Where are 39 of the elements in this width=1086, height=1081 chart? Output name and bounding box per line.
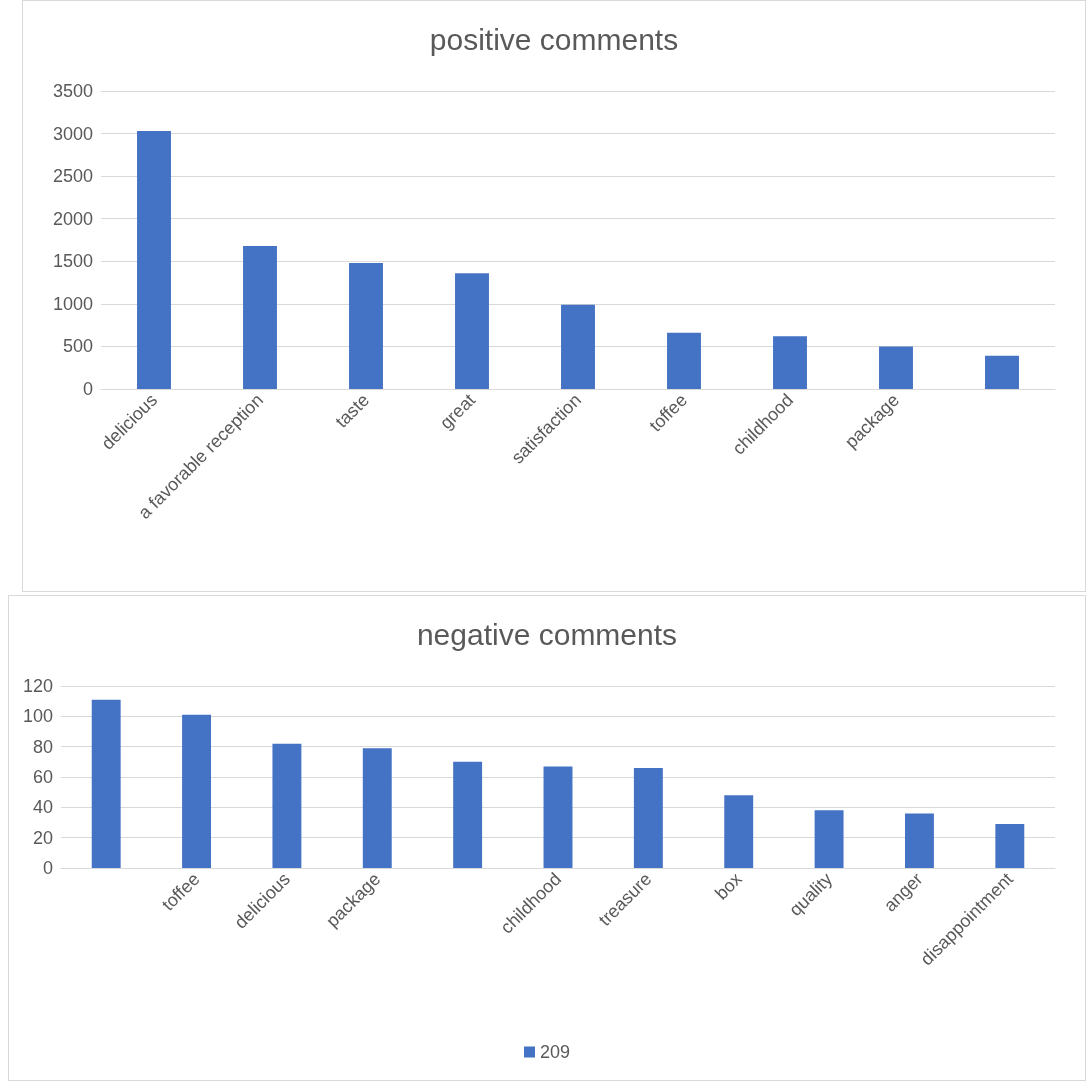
y-tick-label: 0 <box>82 379 93 399</box>
y-tick-label: 1500 <box>52 251 93 272</box>
bar <box>91 699 121 868</box>
x-tick-label: box <box>711 868 746 904</box>
bar <box>362 748 392 868</box>
y-tick-label: 100 <box>22 706 53 727</box>
bar <box>272 743 302 868</box>
chart-title: positive comments <box>429 22 679 56</box>
bar <box>773 336 807 389</box>
y-tick-label: 40 <box>32 797 53 818</box>
y-tick-label: 60 <box>32 767 53 787</box>
bar <box>455 273 489 389</box>
bar <box>349 262 383 389</box>
bar <box>633 767 663 868</box>
y-tick-label: 2000 <box>52 208 93 229</box>
bar <box>724 795 754 868</box>
y-tick-label: 0 <box>42 858 53 878</box>
bar <box>561 304 595 389</box>
y-tick-label: 2500 <box>52 166 93 187</box>
y-tick-label: 3500 <box>52 81 93 101</box>
bar <box>985 355 1019 389</box>
bar <box>243 245 277 389</box>
bar <box>182 714 211 868</box>
bar <box>667 332 701 389</box>
bar <box>995 824 1025 868</box>
y-tick-label: 80 <box>32 736 53 757</box>
y-tick-label: 20 <box>32 827 53 848</box>
legend-label: 209 <box>539 1042 571 1062</box>
y-tick-label: 3000 <box>52 123 93 144</box>
y-tick-label: 500 <box>62 336 93 357</box>
bar <box>879 346 913 389</box>
bar <box>453 761 483 868</box>
bar <box>905 813 934 868</box>
bar <box>137 131 171 389</box>
bar <box>814 810 844 868</box>
y-tick-label: 120 <box>22 676 53 696</box>
chart-title: negative comments <box>416 617 678 651</box>
y-tick-label: 1000 <box>52 293 93 314</box>
bar <box>543 766 573 868</box>
